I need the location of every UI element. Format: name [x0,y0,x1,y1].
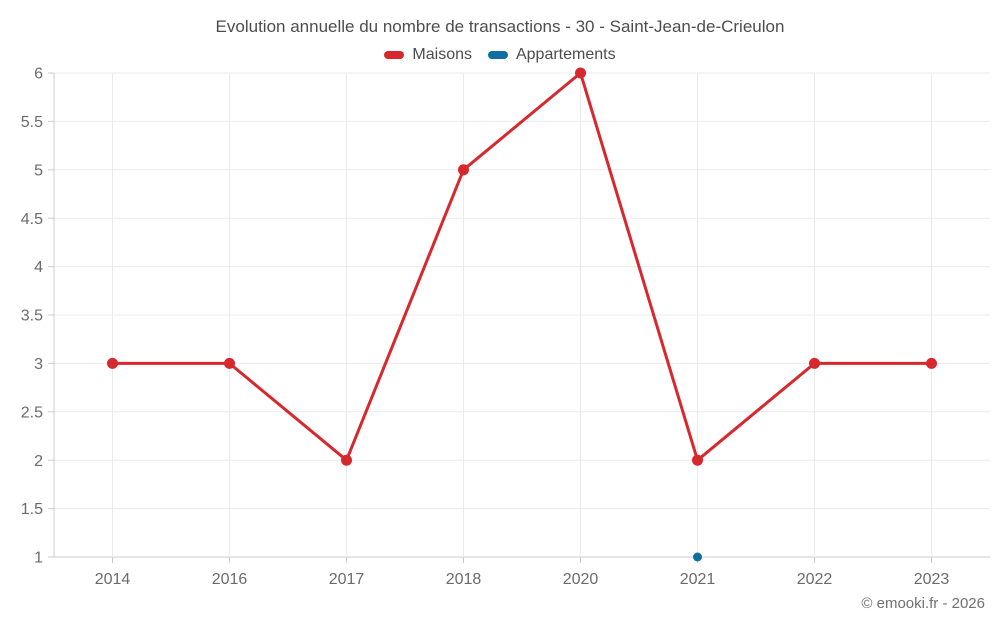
maisons-point[interactable] [926,357,937,369]
x-tick-label: 2016 [212,571,248,588]
y-tick-label: 5.5 [21,114,43,131]
appartements-point[interactable] [693,552,702,562]
maisons-point[interactable] [341,454,352,466]
y-tick-label: 3.5 [21,308,43,325]
legend-label-maisons: Maisons [412,46,472,63]
appartements-swatch-icon [487,51,508,59]
y-tick-label: 1 [34,550,43,567]
legend: Maisons Appartements [0,46,1000,64]
chart-title: Evolution annuelle du nombre de transact… [215,17,785,36]
y-tick-label: 2.5 [21,404,43,421]
y-tick-label: 1.5 [21,501,43,518]
y-tick-label: 5 [34,162,43,179]
legend-item-maisons[interactable]: Maisons [384,46,472,64]
maisons-point[interactable] [458,164,469,176]
y-tick-label: 4.5 [21,211,43,228]
legend-item-appartements[interactable]: Appartements [487,46,616,64]
maisons-point[interactable] [575,67,586,79]
x-tick-label: 2020 [563,571,599,588]
x-tick-label: 2017 [329,571,365,588]
maisons-point[interactable] [224,357,235,369]
maisons-point[interactable] [107,357,118,369]
x-tick-label: 2021 [680,571,716,588]
maisons-point[interactable] [809,357,820,369]
x-tick-label: 2014 [95,571,131,588]
x-tick-label: 2022 [797,571,833,588]
maisons-swatch-icon [384,51,405,59]
y-tick-label: 2 [34,453,43,470]
y-tick-label: 4 [34,259,43,276]
y-tick-label: 3 [34,356,43,373]
maisons-point[interactable] [692,454,703,466]
y-tick-label: 6 [34,66,43,83]
copyright-credit: © emooki.fr - 2026 [861,595,985,612]
legend-label-appartements: Appartements [515,46,616,63]
maisons-line [111,71,933,462]
x-tick-label: 2023 [914,571,950,588]
x-tick-label: 2018 [446,571,482,588]
